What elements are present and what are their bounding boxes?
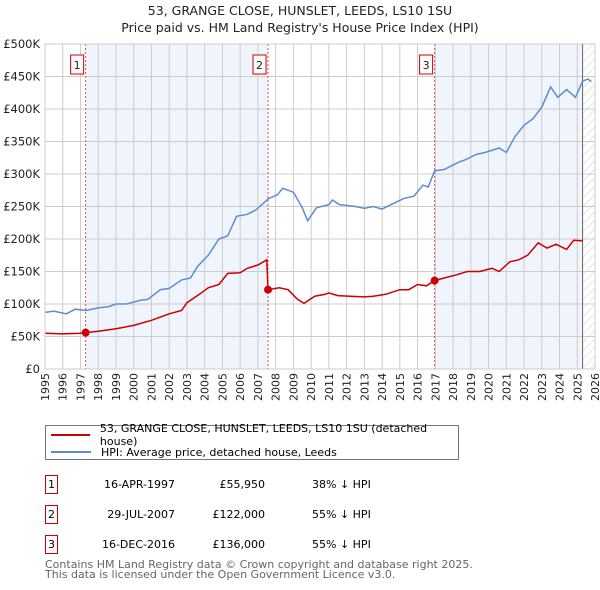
x-tick-label: 2012 [341,373,354,401]
x-tick-label: 2004 [199,373,212,401]
x-tick-label: 2023 [536,373,549,401]
x-tick-label: 1997 [74,373,87,401]
sale-price: £136,000 [212,538,266,551]
sale-date: 29-JUL-2007 [107,508,175,521]
x-tick-label: 2002 [163,373,176,401]
series-line [44,239,583,335]
sale-date: 16-DEC-2016 [101,538,175,551]
table-row: 2 29-JUL-2007 £122,000 55% ↓ HPI [45,505,465,525]
footer: Contains HM Land Registry data © Crown c… [45,558,473,581]
sale-price: £122,000 [212,508,266,521]
y-tick-label: £300K [3,167,40,181]
x-tick-label: 2013 [358,373,371,401]
sale-label: 1 [74,59,81,72]
sale-label: 2 [256,59,263,72]
chart-title: 53, GRANGE CLOSE, HUNSLET, LEEDS, LS10 1… [147,3,453,18]
sale-label-box [70,54,85,75]
x-tick-label: 2001 [145,373,158,401]
y-tick-label: £350K [3,135,40,149]
x-tick-label: 2021 [500,373,513,401]
sale-label-box [252,54,267,75]
x-tick-label: 2025 [571,373,584,401]
x-tick-label: 2014 [376,373,389,401]
x-tick-label: 1999 [110,373,123,401]
y-tick-label: £200K [3,232,40,246]
table-row: 1 16-APR-1997 £55,950 38% ↓ HPI [45,475,465,495]
y-tick-label: £0 [25,362,40,376]
x-tick-label: 1996 [57,373,70,401]
legend-swatch-red [51,434,90,436]
x-tick-label: 2006 [234,373,247,401]
x-tick-label: 2003 [181,373,194,401]
x-tick-label: 2020 [483,373,496,401]
sale-marker-badge: 1 [45,475,58,494]
x-tick-label: 2019 [465,373,478,401]
sale-price: £55,950 [219,478,266,491]
sale-label-box [419,54,434,75]
hpi-diff: 55% ↓ HPI [312,508,371,521]
legend-item-property: 53, GRANGE CLOSE, HUNSLET, LEEDS, LS10 1… [51,422,458,448]
x-tick-label: 2015 [394,373,407,401]
x-tick-label: 1998 [92,373,105,401]
y-tick-label: £50K [11,330,41,344]
table-row: 3 16-DEC-2016 £136,000 55% ↓ HPI [45,535,465,555]
sale-date: 16-APR-1997 [103,478,175,491]
x-tick-label: 2018 [447,373,460,401]
hpi-diff: 55% ↓ HPI [312,538,371,551]
y-tick-label: £150K [3,265,40,279]
sale-marker-badge: 2 [45,505,58,524]
y-tick-label: £500K [3,37,40,51]
y-tick-label: £100K [3,297,40,311]
y-tick-label: £400K [3,102,40,116]
sale-point [81,328,90,337]
sale-label: 3 [423,59,430,72]
x-tick-label: 2008 [270,373,283,401]
x-tick-label: 2000 [128,373,141,401]
x-tick-label: 2016 [412,373,425,401]
sale-marker-badge: 3 [45,535,58,554]
y-tick-label: £250K [3,200,40,214]
sale-point [430,276,439,285]
plot-border [44,43,596,370]
sale-point [264,285,273,294]
hpi-diff: 38% ↓ HPI [312,478,371,491]
chart-subtitle: Price paid vs. HM Land Registry's House … [121,20,479,35]
series-line [44,78,592,315]
x-tick-label: 2026 [589,373,600,401]
legend-swatch-blue [51,451,91,453]
price-chart: 1995 1996 1997 1998 1999 2000 2001 2002 2003 2004… [3,37,600,401]
x-tick-label: 2009 [287,373,300,401]
legend-item-hpi: HPI: Average price, detached house, Leed… [51,444,337,460]
x-tick-label: 1995 [39,373,52,401]
legend-label: 53, GRANGE CLOSE, HUNSLET, LEEDS, LS10 1… [99,422,428,448]
legend: 53, GRANGE CLOSE, HUNSLET, LEEDS, LS10 1… [45,422,459,460]
x-tick-label: 2024 [554,373,567,401]
footer-line: Contains HM Land Registry data © Crown c… [45,558,473,571]
x-tick-label: 2007 [252,373,265,401]
y-tick-label: £450K [3,70,40,84]
x-tick-label: 2010 [305,373,318,401]
legend-label: HPI: Average price, detached house, Leed… [101,445,337,459]
footer-line: This data is licensed under the Open Gov… [45,568,396,581]
x-tick-label: 2011 [323,373,336,401]
x-tick-label: 2017 [429,373,442,401]
x-tick-label: 2005 [216,373,229,401]
x-tick-label: 2022 [518,373,531,401]
